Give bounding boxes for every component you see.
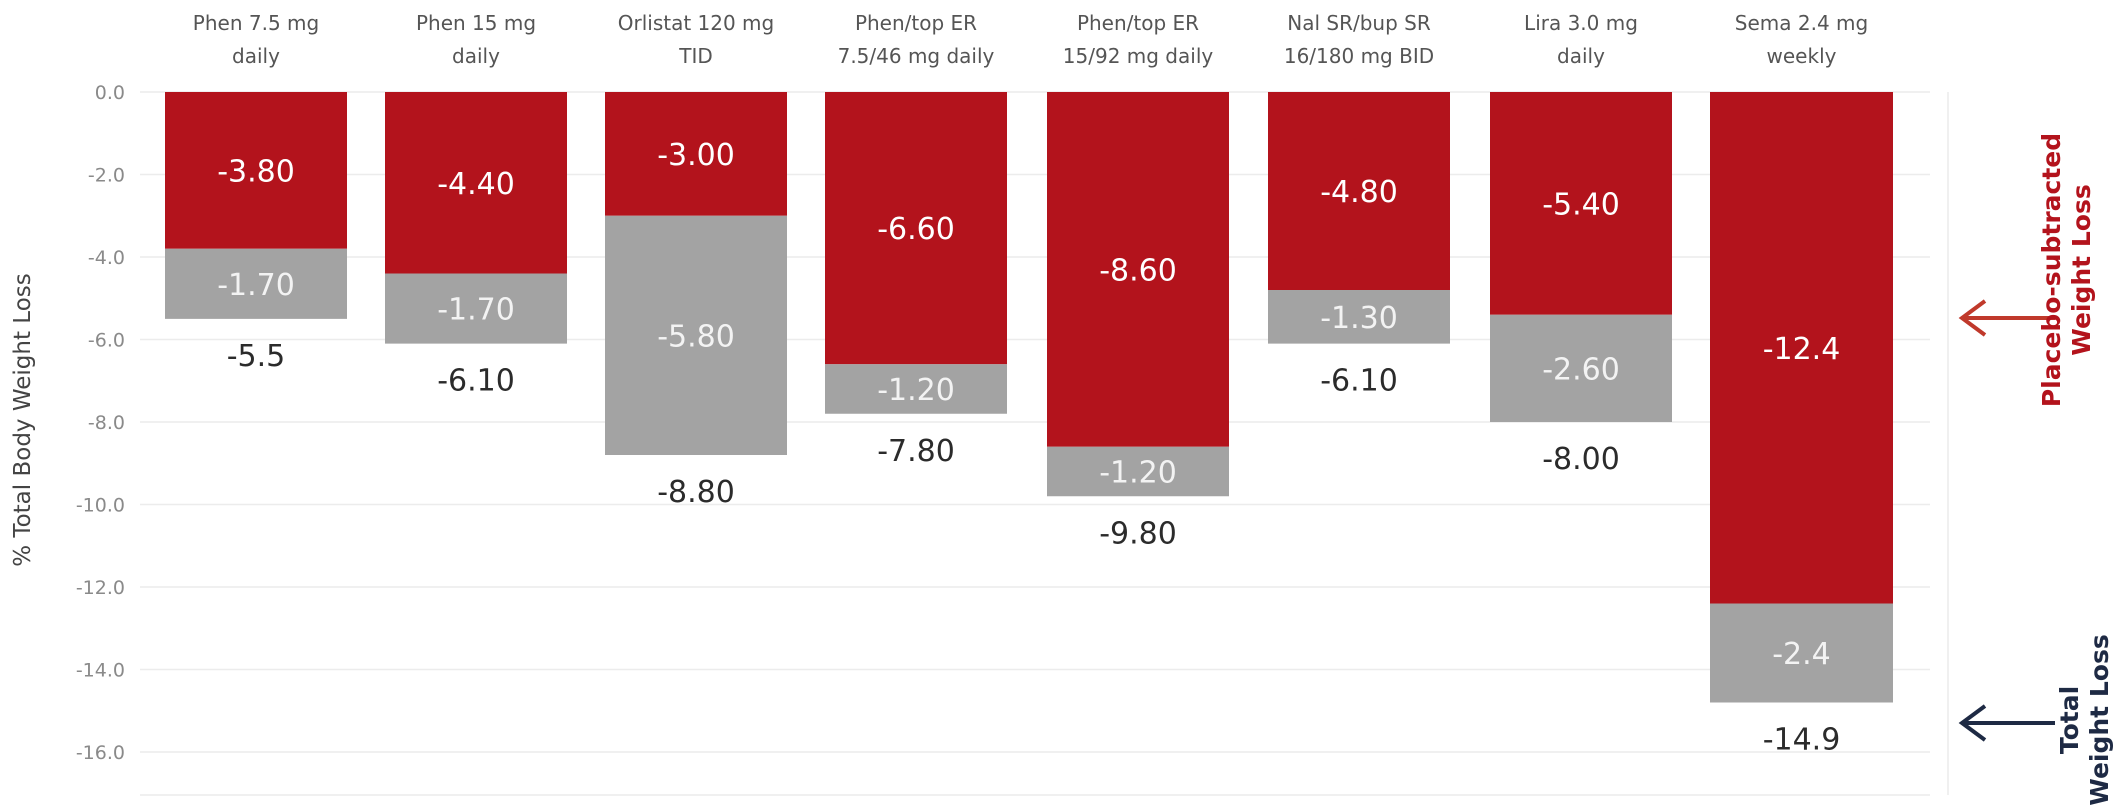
total-label: -8.80: [657, 475, 735, 510]
category-label: 7.5/46 mg daily: [838, 44, 995, 68]
placebo-subtracted-label: -8.60: [1099, 253, 1177, 288]
legend-placebo-subtracted: Placebo-subtracted Weight Loss: [2037, 133, 2096, 407]
placebo-subtracted-label: -4.40: [437, 167, 515, 202]
bar-placebo: [1490, 314, 1672, 422]
category-label: daily: [232, 44, 280, 68]
placebo-label: -2.4: [1772, 637, 1831, 672]
placebo-label: -1.30: [1320, 301, 1398, 336]
placebo-subtracted-label: -6.60: [877, 212, 955, 247]
legend-total: Total Weight Loss: [2055, 634, 2113, 805]
bar-placebo: [605, 215, 787, 455]
category-labels: Phen 7.5 mg daily Phen 15 mg daily Orlistat …: [193, 11, 1868, 68]
placebo-subtracted-label: -5.40: [1542, 187, 1620, 222]
y-tick-label: -6.0: [88, 330, 125, 352]
bar-placebo: [1710, 603, 1893, 703]
legend-placebo-subtracted-text: Weight Loss: [2067, 184, 2096, 355]
y-tick-label: -16.0: [76, 742, 125, 764]
total-label: -14.9: [1763, 723, 1841, 758]
bar-placebo-subtracted: [605, 92, 787, 216]
placebo-label: -1.70: [437, 293, 515, 328]
category-label: weekly: [1767, 44, 1837, 68]
bar-placebo-subtracted: [165, 92, 347, 249]
bar-placebo-subtracted: [385, 92, 567, 274]
total-label: -7.80: [877, 434, 955, 469]
y-tick-label: -2.0: [88, 165, 125, 187]
bar-placebo-subtracted: [1268, 92, 1450, 290]
placebo-label: -1.20: [1099, 456, 1177, 491]
y-axis: 0.0 -2.0 -4.0 -6.0 -8.0 -10.0 -12.0 -14.0 -16.0: [76, 82, 125, 764]
bar-placebo: [825, 364, 1007, 414]
category-label: daily: [1557, 44, 1605, 68]
category-label: Sema 2.4 mg: [1735, 11, 1868, 35]
y-tick-label: -14.0: [76, 660, 125, 682]
legend-total-text: Weight Loss: [2085, 634, 2113, 805]
y-tick-label: 0.0: [95, 82, 125, 104]
category-label: 16/180 mg BID: [1284, 44, 1434, 68]
bar-placebo: [385, 273, 567, 344]
y-axis-label: % Total Body Weight Loss: [10, 273, 36, 566]
bar-placebo: [1047, 446, 1229, 497]
placebo-subtracted-label: -3.00: [657, 138, 735, 173]
bar-placebo: [1268, 290, 1450, 344]
bar-placebo-subtracted: [1490, 92, 1672, 315]
total-label: -6.10: [1320, 364, 1398, 399]
total-label: -8.00: [1542, 442, 1620, 477]
category-label: Phen 7.5 mg: [193, 11, 319, 35]
total-label: -9.80: [1099, 516, 1177, 551]
total-label: -6.10: [437, 364, 515, 399]
bars: -3.80 -1.70 -5.5 -4.40 -1.70 -6.10 -3.00 -5.80 -…: [165, 92, 1893, 758]
placebo-subtracted-label: -4.80: [1320, 175, 1398, 210]
y-tick-label: -8.0: [88, 412, 125, 434]
category-label: Lira 3.0 mg: [1524, 11, 1638, 35]
bar-placebo-subtracted: [825, 92, 1007, 365]
category-label: Orlistat 120 mg: [618, 11, 775, 35]
bar-placebo-subtracted: [1047, 92, 1229, 447]
y-tick-label: -10.0: [76, 495, 125, 517]
total-label: -5.5: [227, 339, 286, 374]
category-label: Nal SR/bup SR: [1287, 11, 1431, 35]
y-tick-label: -12.0: [76, 577, 125, 599]
placebo-label: -5.80: [657, 319, 735, 354]
arrow-total-head: [1958, 704, 1987, 742]
placebo-label: -1.20: [877, 373, 955, 408]
bar-placebo: [165, 248, 347, 319]
category-label: TID: [678, 44, 713, 68]
category-label: daily: [452, 44, 500, 68]
category-label: Phen 15 mg: [416, 11, 536, 35]
y-tick-label: -4.0: [88, 247, 125, 269]
legend-placebo-subtracted-text: Placebo-subtracted: [2037, 133, 2066, 407]
placebo-label: -1.70: [217, 268, 295, 303]
arrow-placebo-subtracted-head: [1958, 299, 1987, 337]
legend-total-text: Total: [2055, 686, 2084, 754]
category-label: Phen/top ER: [1077, 11, 1199, 35]
category-label: Phen/top ER: [855, 11, 977, 35]
bar-placebo-subtracted: [1710, 92, 1893, 604]
category-label: 15/92 mg daily: [1063, 44, 1214, 68]
placebo-subtracted-label: -12.4: [1763, 332, 1841, 367]
placebo-subtracted-label: -3.80: [217, 154, 295, 189]
placebo-label: -2.60: [1542, 352, 1620, 387]
